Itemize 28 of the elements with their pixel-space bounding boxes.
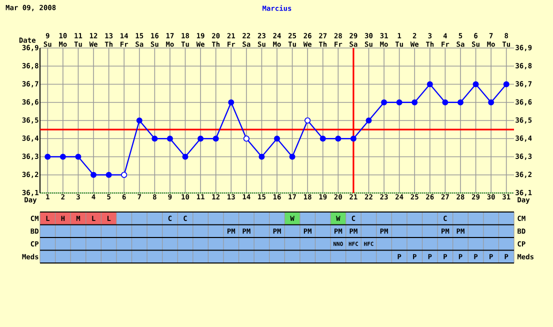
point — [90, 172, 97, 178]
point — [366, 118, 372, 124]
point — [320, 136, 326, 142]
point — [274, 136, 280, 142]
point — [212, 136, 219, 142]
point — [335, 136, 342, 142]
point — [106, 172, 112, 178]
point — [488, 99, 494, 106]
point — [396, 99, 402, 106]
point — [412, 99, 418, 106]
point — [166, 136, 173, 142]
point — [258, 154, 265, 160]
point — [350, 136, 356, 142]
point — [75, 154, 82, 160]
point — [472, 81, 479, 88]
point — [60, 154, 66, 160]
point — [426, 81, 433, 88]
point — [152, 136, 158, 142]
point — [198, 136, 204, 142]
point — [228, 99, 234, 106]
point — [182, 154, 188, 160]
point — [503, 81, 510, 88]
point — [44, 154, 51, 160]
point — [457, 99, 464, 106]
point — [442, 99, 448, 106]
point — [136, 118, 142, 124]
point — [381, 99, 388, 106]
point — [289, 154, 296, 160]
